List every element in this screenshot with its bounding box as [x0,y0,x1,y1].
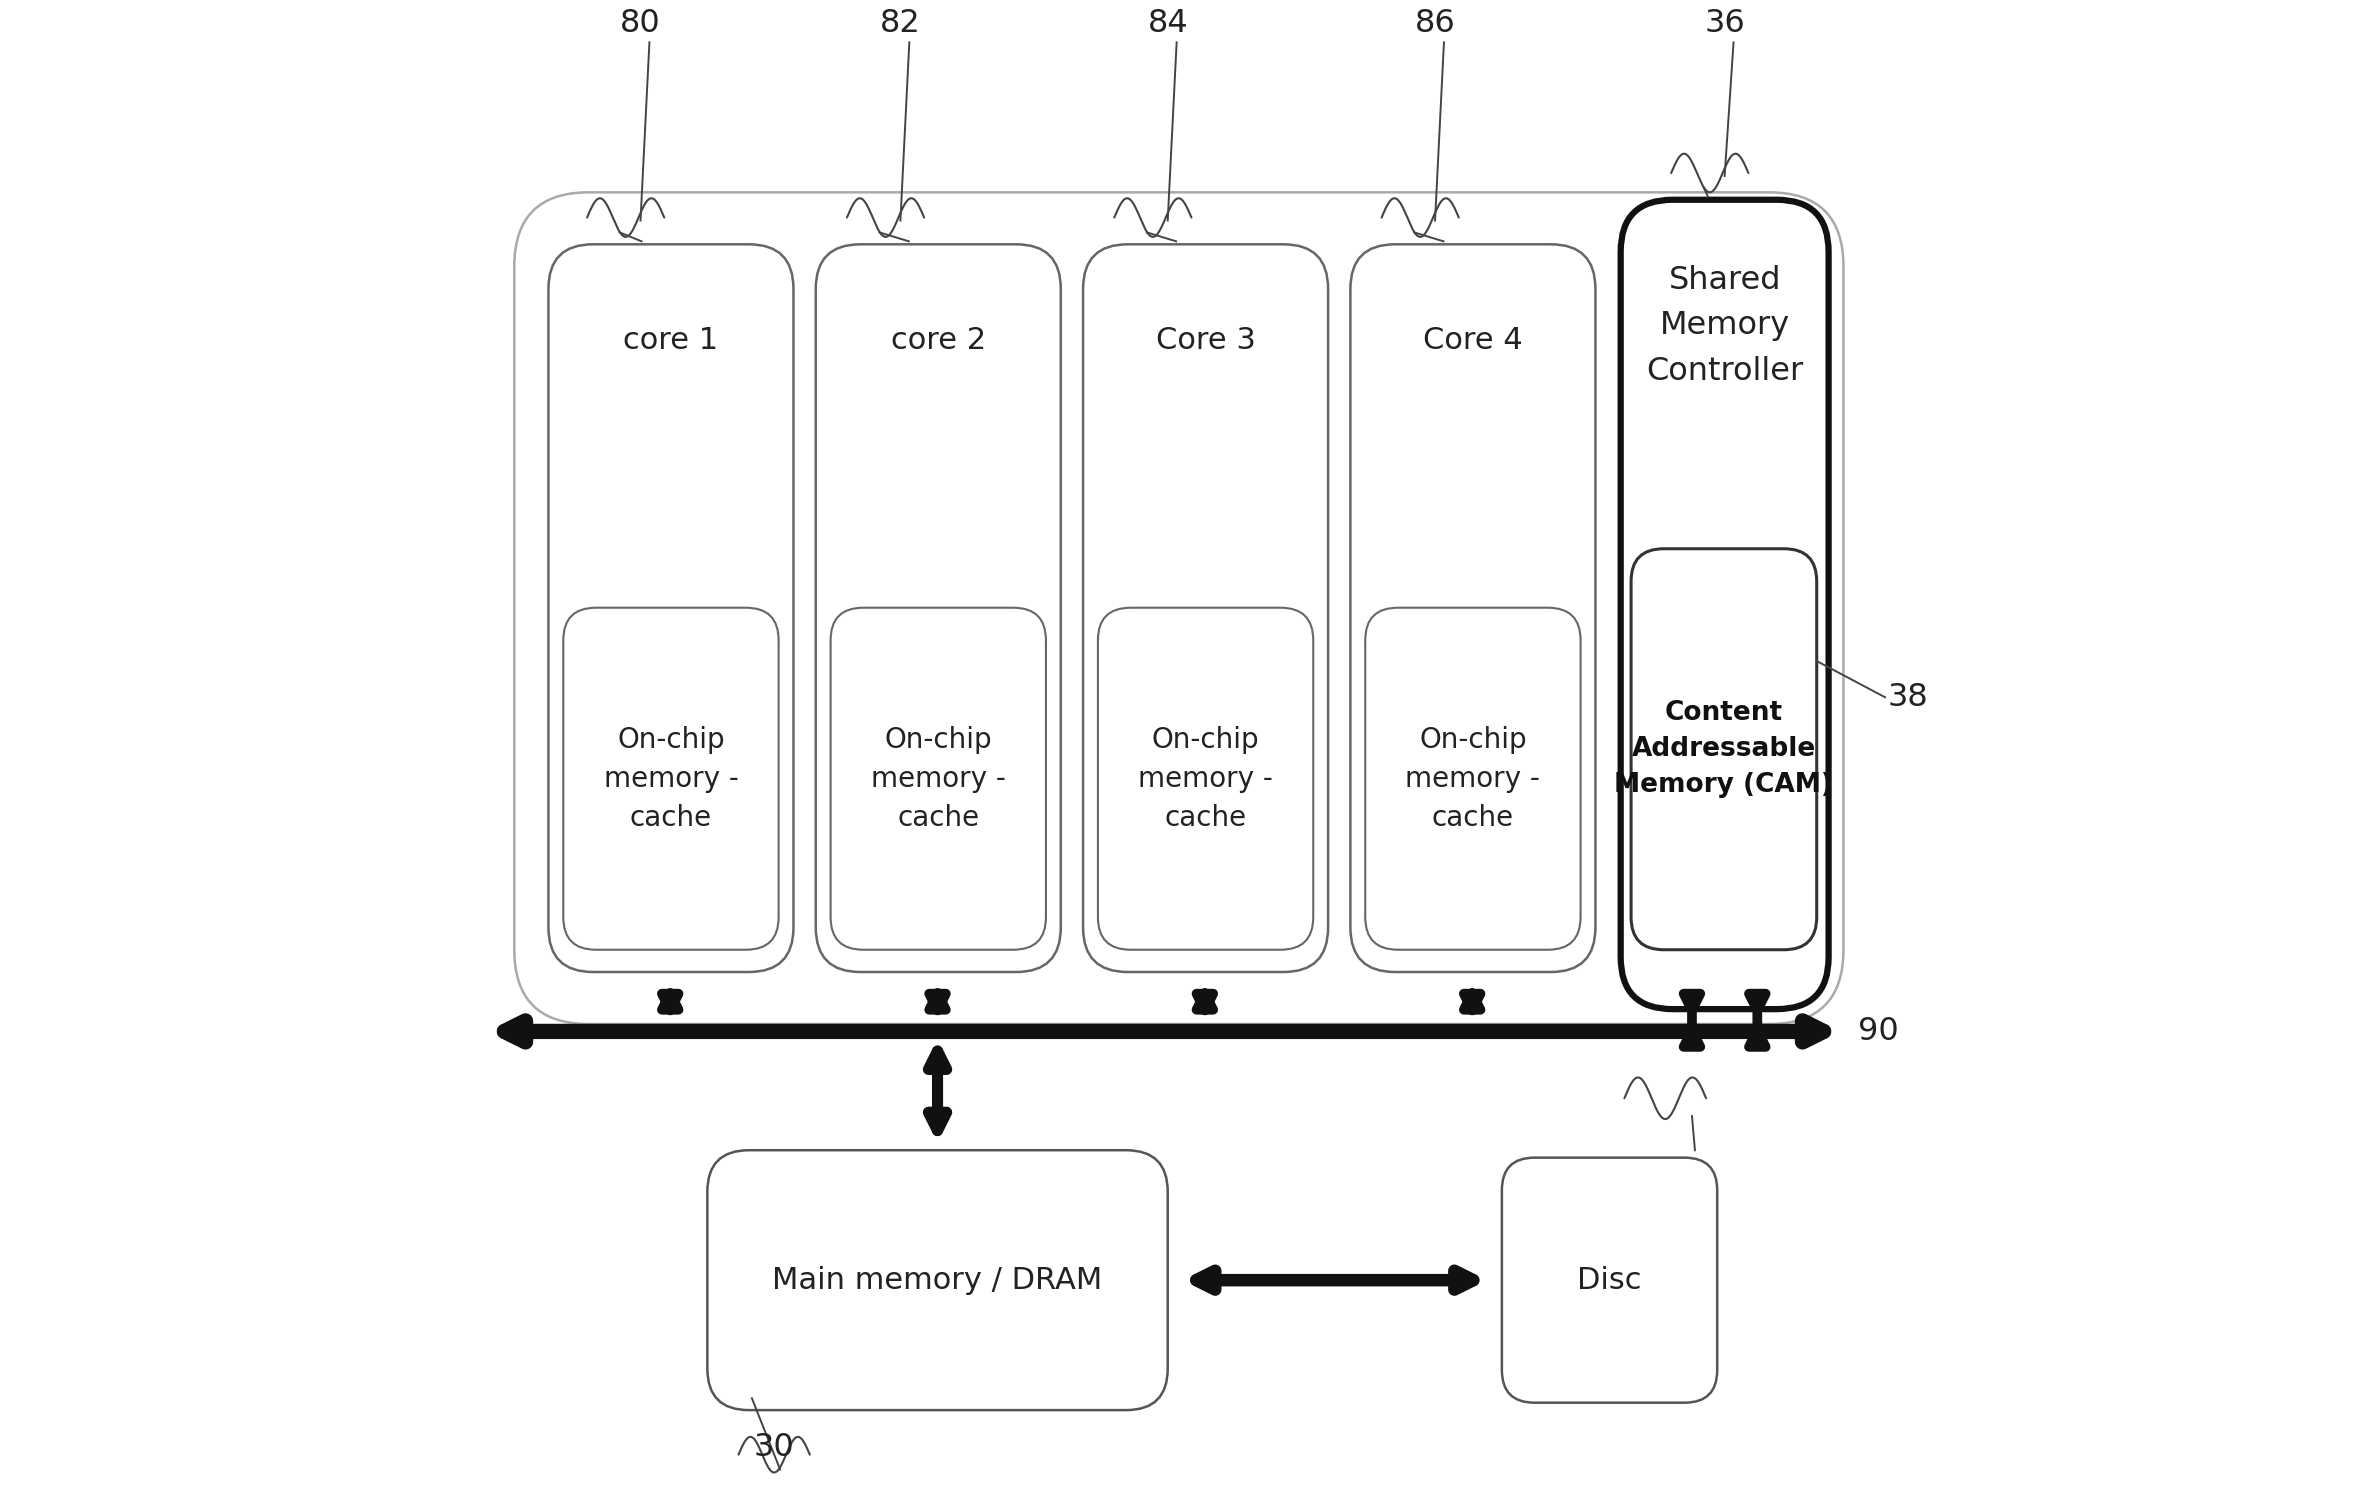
FancyBboxPatch shape [1366,608,1580,949]
FancyBboxPatch shape [1349,245,1595,972]
FancyArrowPatch shape [1197,993,1214,1011]
FancyBboxPatch shape [514,192,1844,1024]
FancyBboxPatch shape [1621,200,1828,1009]
FancyBboxPatch shape [547,245,793,972]
FancyBboxPatch shape [1083,245,1328,972]
Text: Core 4: Core 4 [1423,326,1523,356]
FancyBboxPatch shape [564,608,778,949]
Text: Core 3: Core 3 [1157,326,1257,356]
Text: On-chip
memory -
cache: On-chip memory - cache [1138,725,1273,832]
Text: 84: 84 [1147,9,1188,39]
FancyArrowPatch shape [1197,1271,1473,1290]
Text: 38: 38 [1887,682,1928,713]
FancyArrowPatch shape [1464,993,1480,1011]
Text: 86: 86 [1414,9,1457,39]
FancyBboxPatch shape [1630,548,1816,949]
Text: Main memory / DRAM: Main memory / DRAM [774,1266,1102,1295]
Text: Content
Addressable
Memory (CAM): Content Addressable Memory (CAM) [1614,700,1833,798]
FancyBboxPatch shape [1502,1158,1718,1403]
Text: 82: 82 [881,9,921,39]
Text: 30: 30 [754,1433,795,1463]
Text: core 1: core 1 [624,326,719,356]
Text: 90: 90 [1859,1015,1899,1047]
FancyArrowPatch shape [505,1021,1823,1042]
FancyBboxPatch shape [1097,608,1314,949]
FancyBboxPatch shape [707,1151,1169,1410]
Text: On-chip
memory -
cache: On-chip memory - cache [871,725,1007,832]
FancyArrowPatch shape [928,1051,947,1131]
FancyArrowPatch shape [1683,994,1699,1047]
Text: Shared
Memory
Controller: Shared Memory Controller [1647,264,1804,388]
Text: Disc: Disc [1578,1266,1642,1295]
Text: core 2: core 2 [890,326,985,356]
Text: On-chip
memory -
cache: On-chip memory - cache [1407,725,1540,832]
FancyBboxPatch shape [816,245,1061,972]
FancyArrowPatch shape [662,993,678,1011]
FancyBboxPatch shape [831,608,1045,949]
FancyArrowPatch shape [928,993,945,1011]
FancyArrowPatch shape [1749,994,1766,1047]
Text: On-chip
memory -
cache: On-chip memory - cache [605,725,738,832]
Text: 36: 36 [1704,9,1745,39]
Text: 80: 80 [621,9,662,39]
